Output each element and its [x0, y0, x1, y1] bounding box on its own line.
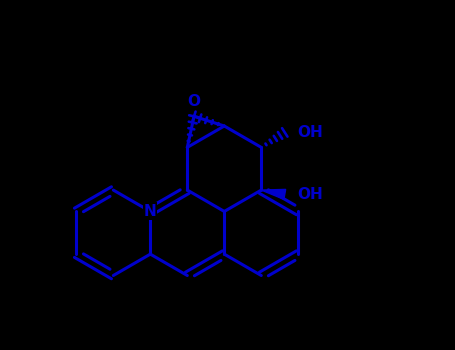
Text: OH: OH	[297, 125, 323, 140]
Text: OH: OH	[297, 124, 325, 141]
Text: OH: OH	[297, 186, 325, 203]
Text: OH: OH	[297, 187, 323, 202]
Text: O: O	[187, 91, 201, 109]
Polygon shape	[261, 189, 286, 199]
Text: N: N	[143, 202, 157, 220]
Text: N: N	[144, 204, 157, 219]
Text: O: O	[187, 94, 201, 109]
